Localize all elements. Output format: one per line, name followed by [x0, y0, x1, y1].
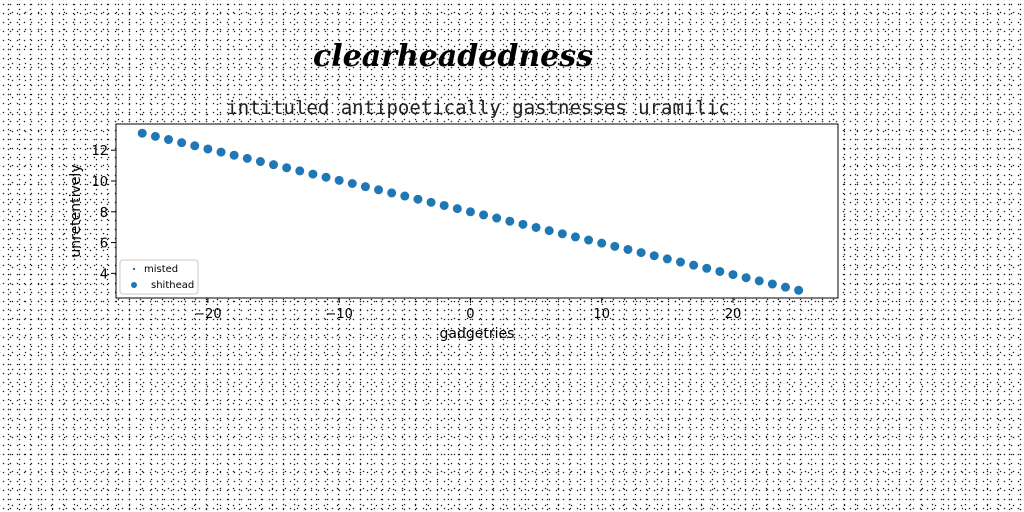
scatter-point — [570, 232, 580, 242]
scatter-point — [190, 141, 200, 151]
scatter-point — [400, 191, 410, 201]
scatter-point — [649, 251, 659, 261]
scatter-point — [242, 153, 252, 163]
x-tick-label: 0 — [466, 307, 474, 322]
scatter-point — [597, 238, 607, 248]
scatter-point — [387, 188, 397, 198]
scatter-point — [544, 226, 554, 236]
x-tick-label: −20 — [194, 307, 221, 322]
scatter-point — [308, 169, 318, 179]
scatter-point — [584, 235, 594, 245]
scatter-point — [150, 131, 160, 141]
scatter-point — [741, 273, 751, 283]
y-tick-label: 8 — [100, 206, 108, 221]
scatter-point — [479, 210, 489, 220]
x-tick-label: 10 — [593, 307, 610, 322]
scatter-point — [137, 128, 147, 138]
legend-marker-misted — [132, 267, 136, 271]
scatter-point — [177, 138, 187, 148]
scatter-point — [334, 175, 344, 185]
y-tick-label: 4 — [100, 267, 108, 282]
scatter-point — [623, 244, 633, 254]
scatter-point — [347, 179, 357, 188]
scatter-point — [413, 194, 423, 204]
scatter-point — [465, 207, 475, 217]
scatter-point — [531, 222, 541, 232]
scatter-point — [505, 216, 515, 226]
y-axis-ticks: 4 6 8 10 12 — [91, 144, 116, 282]
scatter-point — [269, 160, 279, 170]
scatter-point — [164, 135, 174, 145]
legend: misted shithead — [119, 259, 199, 295]
y-tick-label: 6 — [100, 237, 108, 252]
x-axis-ticks: −20 −10 0 10 20 — [194, 298, 741, 322]
legend-label-shithead: shithead — [151, 280, 194, 291]
legend-label-misted: misted — [144, 264, 178, 275]
legend-marker-shithead — [131, 282, 137, 288]
scatter-point — [452, 204, 462, 214]
x-tick-label: 20 — [725, 307, 742, 322]
legend-box — [119, 259, 199, 295]
chart-title: clearheadedness — [313, 39, 593, 74]
scatter-point — [780, 282, 790, 292]
scatter-point — [675, 257, 685, 267]
scatter-point — [492, 213, 502, 223]
scatter-point — [715, 266, 725, 276]
y-axis-label: unretentively — [68, 164, 84, 257]
scatter-point — [203, 144, 213, 154]
scatter-point — [360, 182, 370, 192]
scatter-point — [636, 248, 646, 258]
scatter-point — [216, 147, 226, 157]
x-tick-label: −10 — [325, 307, 352, 322]
scatter-point — [610, 241, 620, 251]
plot-frame — [115, 123, 839, 299]
scatter-point — [702, 263, 712, 273]
x-axis-label: gadgetries — [440, 326, 515, 342]
chart-subtitle: intituled antipoetically gastnesses uram… — [226, 97, 729, 119]
scatter-point — [229, 150, 239, 160]
scatter-point — [767, 279, 777, 289]
scatter-point — [374, 185, 384, 195]
scatter-point — [557, 229, 567, 239]
scatter-point — [282, 163, 292, 173]
y-tick-label: 10 — [91, 175, 108, 190]
scatter-point — [754, 276, 764, 286]
scatter-point — [794, 285, 804, 295]
scatter-point — [689, 260, 699, 270]
scatter-series-shithead — [137, 128, 804, 295]
scatter-point — [426, 197, 436, 207]
scatter-point — [321, 172, 331, 182]
scatter-point — [518, 219, 528, 229]
scatter-point — [439, 200, 449, 210]
scatter-point — [255, 157, 265, 167]
scatter-point — [662, 254, 672, 264]
y-tick-label: 12 — [91, 144, 108, 159]
scatter-point — [728, 270, 738, 280]
scatter-point — [295, 166, 305, 176]
